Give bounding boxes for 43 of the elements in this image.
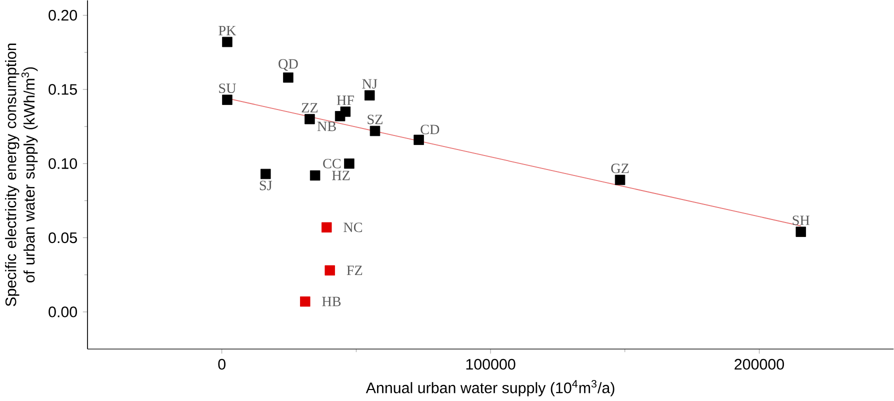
annotation: GZ bbox=[611, 164, 629, 173]
x-tick-label: 200000 bbox=[734, 358, 784, 370]
annotation: ZZ bbox=[302, 102, 318, 112]
annotation: SJ bbox=[260, 180, 272, 190]
point bbox=[370, 126, 380, 136]
point bbox=[283, 72, 294, 83]
x-tick-label: 0 bbox=[218, 358, 226, 370]
point bbox=[334, 110, 346, 122]
annotation: PK bbox=[218, 26, 236, 36]
point bbox=[322, 222, 332, 232]
y-tick-label: 0.10 bbox=[48, 158, 78, 169]
y-tick-label: 0.15 bbox=[48, 84, 77, 95]
annotation: HB bbox=[322, 296, 341, 306]
point bbox=[414, 134, 424, 145]
annotation: QD bbox=[278, 59, 298, 71]
point bbox=[344, 158, 354, 169]
x-tick-label: 100000 bbox=[466, 358, 516, 370]
point bbox=[222, 36, 232, 47]
point bbox=[614, 174, 626, 185]
point bbox=[300, 296, 310, 307]
point bbox=[364, 90, 375, 100]
point bbox=[304, 114, 315, 124]
annotation: NC bbox=[344, 222, 362, 232]
y-tick-label: 0.00 bbox=[48, 306, 78, 318]
point bbox=[310, 170, 320, 180]
annotation: CC bbox=[323, 158, 341, 168]
annotation: SU bbox=[219, 83, 236, 93]
annotation: SH bbox=[792, 215, 810, 225]
annotation: NB bbox=[317, 122, 336, 131]
annotation: SZ bbox=[368, 114, 382, 124]
point bbox=[260, 168, 271, 179]
y-tick-label: 0.20 bbox=[48, 10, 78, 20]
point bbox=[324, 265, 335, 276]
annotation: FZ bbox=[346, 266, 362, 275]
annotation: HF bbox=[336, 96, 354, 105]
y-tick-label: 0.05 bbox=[48, 232, 77, 243]
point bbox=[222, 94, 232, 105]
point bbox=[796, 226, 806, 237]
annotation: NJ bbox=[362, 79, 378, 88]
y-axis-title: Specific electricity energy consumption of urban water supply (kWh/m$^{3}$) bbox=[5, 43, 38, 306]
annotation: HZ bbox=[332, 170, 350, 180]
x-axis-title: Annual urban water supply (10$^{4}$m$^{3}$/a) bbox=[366, 380, 614, 396]
annotation: CD bbox=[420, 124, 440, 134]
